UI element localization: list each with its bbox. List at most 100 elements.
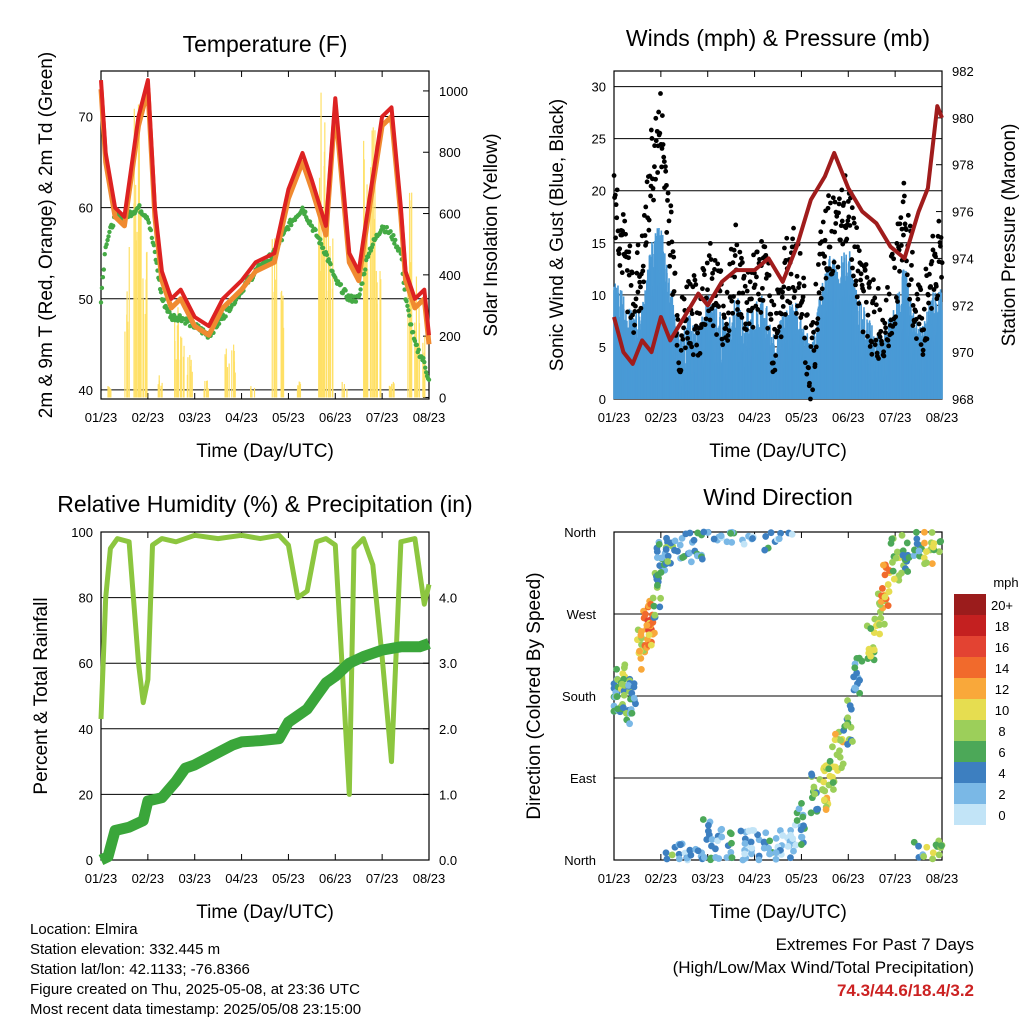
direction-point <box>614 705 622 713</box>
direction-point <box>929 855 937 863</box>
direction-point <box>740 540 748 548</box>
gust-point <box>831 259 837 265</box>
gust-point <box>797 250 803 256</box>
gust-point <box>758 310 764 315</box>
direction-point <box>675 855 683 863</box>
gust-point <box>632 309 638 314</box>
direction-point <box>881 593 889 601</box>
chart-title: Temperature (F) <box>183 31 348 57</box>
gust-point <box>772 367 778 373</box>
gust-point <box>731 247 737 253</box>
gust-point <box>821 260 827 266</box>
y2-tick-label: 982 <box>952 64 974 79</box>
direction-point <box>885 588 893 595</box>
gust-point <box>668 209 674 215</box>
gust-point <box>883 297 889 303</box>
gust-point <box>637 279 643 285</box>
gust-point <box>862 267 868 273</box>
x-tick-label: 01/23 <box>598 871 631 886</box>
direction-point <box>913 535 921 543</box>
direction-point <box>647 641 655 649</box>
dewpoint-point <box>423 365 428 370</box>
gust-point <box>904 272 910 278</box>
direction-point <box>898 531 906 539</box>
gust-point <box>898 215 904 221</box>
gust-point <box>872 295 878 301</box>
gust-point <box>723 325 729 331</box>
direction-point <box>772 855 780 863</box>
direction-point <box>858 657 866 665</box>
direction-point <box>888 535 896 543</box>
gust-point <box>811 348 817 353</box>
direction-point <box>850 673 858 681</box>
gust-point <box>892 321 898 327</box>
precip-line <box>98 638 431 865</box>
gust-point <box>759 285 765 291</box>
gust-point <box>830 268 836 274</box>
gust-point <box>865 333 870 339</box>
dewpoint-point <box>363 267 368 272</box>
dewpoint-point <box>151 242 157 248</box>
x-tick-label: 02/23 <box>132 410 165 425</box>
y-tick-label: 20 <box>592 184 606 199</box>
gust-point <box>920 347 926 353</box>
gust-point <box>628 283 634 288</box>
direction-point <box>737 827 745 835</box>
gust-point <box>695 330 701 336</box>
colorbar-swatch <box>954 741 986 762</box>
direction-point <box>687 558 695 566</box>
gust-point <box>788 271 794 277</box>
gust-point <box>718 268 724 274</box>
direction-point <box>856 689 864 697</box>
chart-title: Wind Direction <box>703 484 853 510</box>
y-tick-label: 40 <box>79 722 93 737</box>
direction-point <box>668 851 676 859</box>
gust-point <box>666 218 672 224</box>
dewpoint-point <box>167 309 172 315</box>
gust-point <box>768 311 774 317</box>
direction-point <box>662 849 670 857</box>
gust-point <box>803 325 809 331</box>
gust-point <box>924 336 930 342</box>
gust-point <box>908 277 914 282</box>
x-axis-label: Time (Day/UTC) <box>196 441 334 462</box>
y-tick-label: 80 <box>79 591 93 606</box>
dewpoint-point <box>391 233 396 238</box>
dewpoint-point <box>101 267 107 272</box>
y-tick-label: 30 <box>592 80 606 95</box>
gust-point <box>913 316 919 322</box>
y2-tick-label: 4.0 <box>439 591 457 606</box>
dewpoint-point <box>338 282 344 287</box>
gust-point <box>765 325 771 331</box>
gust-point <box>726 328 732 334</box>
direction-point <box>653 554 661 562</box>
gust-point <box>846 214 852 220</box>
gust-point <box>899 226 905 232</box>
direction-point <box>762 533 770 540</box>
gust-point <box>712 257 718 263</box>
gust-point <box>780 289 785 295</box>
direction-point <box>826 757 834 765</box>
gust-point <box>787 300 793 306</box>
y-tick-label: 15 <box>592 236 606 251</box>
colorbar-swatch <box>954 678 986 699</box>
direction-point <box>687 851 695 859</box>
gust-point <box>720 303 726 309</box>
gust-point <box>820 219 826 225</box>
gust-point <box>735 299 741 305</box>
gust-point <box>697 311 702 316</box>
gust-point <box>659 164 665 170</box>
y2-tick-label: 3.0 <box>439 656 457 671</box>
dewpoint-point <box>422 359 427 365</box>
x-tick-label: 07/23 <box>879 410 912 425</box>
direction-label: West <box>567 607 597 622</box>
gust-point <box>712 266 717 272</box>
dewpoint-point <box>146 220 152 225</box>
extremes-heading: Extremes For Past 7 Days <box>775 935 974 954</box>
direction-point <box>748 844 756 852</box>
gust-point <box>672 270 678 276</box>
x-tick-label: 05/23 <box>785 871 818 886</box>
gust-point <box>893 295 899 300</box>
gust-point <box>759 239 764 244</box>
direction-point <box>708 836 716 843</box>
